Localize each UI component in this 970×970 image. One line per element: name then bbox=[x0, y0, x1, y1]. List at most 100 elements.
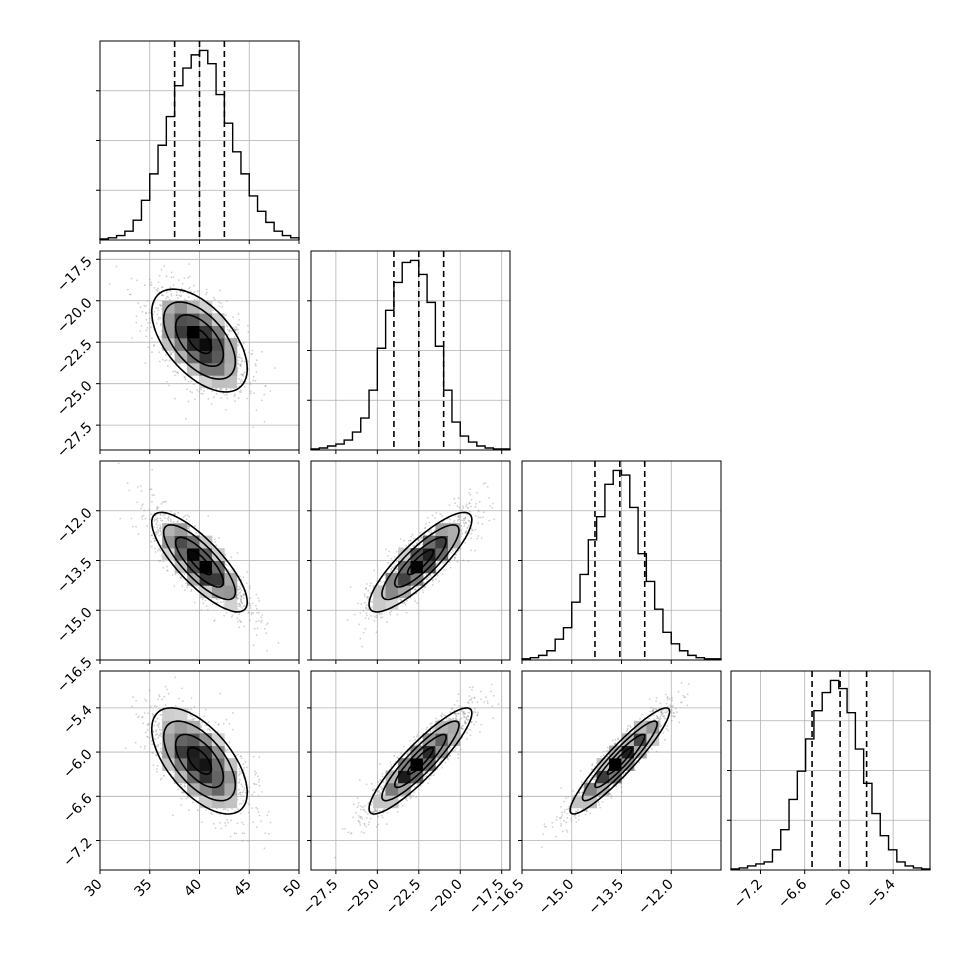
scatter-point bbox=[157, 530, 160, 532]
scatter-point bbox=[239, 391, 242, 394]
scatter-point bbox=[160, 322, 162, 325]
scatter-point bbox=[240, 361, 243, 363]
scatter-point bbox=[431, 584, 434, 586]
scatter-point bbox=[364, 627, 367, 630]
scatter-point bbox=[353, 613, 356, 616]
density-cell bbox=[447, 535, 461, 549]
scatter-point bbox=[258, 814, 261, 817]
scatter-point bbox=[365, 604, 368, 606]
scatter-point bbox=[222, 722, 225, 725]
scatter-point bbox=[387, 561, 389, 564]
scatter-point bbox=[364, 601, 366, 604]
scatter-point bbox=[240, 757, 243, 760]
scatter-point bbox=[204, 599, 207, 602]
scatter-point bbox=[159, 517, 162, 520]
scatter-point bbox=[269, 821, 272, 824]
scatter-point bbox=[168, 384, 171, 387]
scatter-point bbox=[142, 722, 145, 725]
scatter-point bbox=[159, 549, 162, 552]
scatter-point bbox=[226, 819, 229, 821]
scatter-point bbox=[175, 294, 178, 296]
scatter-point bbox=[243, 625, 246, 628]
scatter-point bbox=[197, 290, 200, 293]
scatter-point bbox=[449, 566, 452, 569]
scatter-point bbox=[480, 537, 483, 540]
scatter-point bbox=[144, 312, 147, 314]
scatter-point bbox=[149, 283, 152, 286]
scatter-point bbox=[172, 771, 175, 773]
scatter-point bbox=[237, 359, 240, 362]
scatter-point bbox=[431, 514, 434, 517]
scatter-point bbox=[205, 605, 208, 607]
scatter-point bbox=[441, 515, 443, 518]
scatter-point bbox=[159, 732, 162, 735]
scatter-point bbox=[263, 393, 266, 396]
scatter-point bbox=[233, 395, 236, 398]
scatter-point bbox=[458, 516, 461, 519]
scatter-point bbox=[237, 313, 240, 316]
scatter-point bbox=[484, 482, 487, 484]
scatter-point bbox=[240, 389, 243, 392]
scatter-point bbox=[158, 548, 161, 551]
scatter-point bbox=[416, 542, 419, 544]
scatter-point bbox=[427, 576, 430, 579]
scatter-point bbox=[212, 296, 215, 299]
scatter-point bbox=[135, 315, 138, 318]
scatter-point bbox=[164, 359, 167, 362]
density-cells bbox=[162, 523, 238, 611]
scatter-point bbox=[219, 601, 222, 604]
scatter-point bbox=[187, 296, 190, 299]
scatter-point bbox=[393, 556, 396, 558]
scatter-point bbox=[403, 539, 405, 542]
scatter-point bbox=[146, 327, 149, 329]
scatter-point bbox=[410, 535, 413, 538]
scatter-point bbox=[172, 370, 174, 373]
scatter-point bbox=[425, 522, 427, 525]
scatter-point bbox=[365, 607, 367, 610]
scatter-point bbox=[180, 797, 183, 800]
scatter-point bbox=[478, 500, 481, 503]
scatter-point bbox=[254, 380, 257, 382]
scatter-point bbox=[150, 326, 152, 328]
scatter-point bbox=[454, 502, 457, 505]
scatter-point bbox=[241, 791, 244, 794]
scatter-point bbox=[140, 490, 143, 492]
scatter-point bbox=[139, 306, 142, 309]
scatter-point bbox=[117, 462, 120, 465]
scatter-point bbox=[361, 645, 363, 648]
scatter-point bbox=[153, 344, 155, 347]
scatter-point bbox=[193, 705, 196, 708]
scatter-point bbox=[238, 356, 241, 359]
scatter-point bbox=[477, 535, 479, 537]
scatter-point bbox=[240, 600, 243, 603]
scatter-point bbox=[265, 623, 268, 626]
scatter-point bbox=[148, 311, 151, 314]
scatter-point bbox=[174, 513, 177, 515]
scatter-point bbox=[225, 324, 228, 327]
scatter-point bbox=[483, 511, 485, 514]
scatter-point bbox=[188, 719, 191, 721]
scatter-point bbox=[486, 486, 489, 488]
scatter-point bbox=[160, 330, 163, 333]
scatter-point bbox=[156, 521, 159, 523]
scatter-point bbox=[426, 517, 429, 519]
scatter-point bbox=[463, 525, 466, 527]
scatter-point bbox=[156, 524, 159, 527]
scatter-point bbox=[139, 330, 142, 332]
scatter-point bbox=[239, 356, 242, 359]
scatter-point bbox=[131, 705, 134, 708]
scatter-point bbox=[247, 360, 250, 363]
scatter-point bbox=[160, 268, 163, 271]
scatter-point bbox=[161, 294, 164, 297]
scatter-point bbox=[255, 634, 258, 636]
scatter-point bbox=[128, 489, 131, 492]
scatter-point bbox=[170, 352, 173, 355]
scatter-point bbox=[470, 498, 473, 501]
scatter-point bbox=[159, 560, 162, 562]
density-cell bbox=[435, 523, 449, 536]
scatter-point bbox=[358, 623, 361, 626]
scatter-point bbox=[188, 263, 191, 265]
scatter-point bbox=[148, 508, 151, 511]
scatter-point bbox=[145, 318, 148, 321]
scatter-point bbox=[162, 294, 164, 297]
